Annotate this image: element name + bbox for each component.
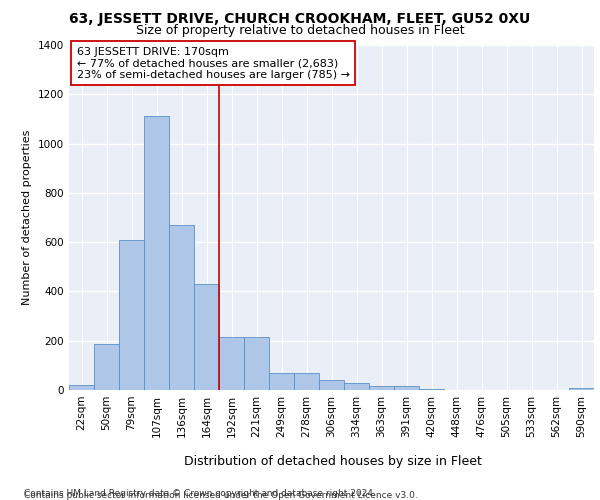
Bar (119, 240, 144, 390)
Bar (269, 373, 294, 390)
Bar (394, 386, 419, 390)
Bar (244, 337, 269, 390)
Bar (94, 344, 119, 390)
Bar (369, 386, 394, 390)
Text: 63 JESSETT DRIVE: 170sqm
← 77% of detached houses are smaller (2,683)
23% of sem: 63 JESSETT DRIVE: 170sqm ← 77% of detach… (77, 46, 350, 80)
Bar (419, 389, 444, 390)
Y-axis label: Number of detached properties: Number of detached properties (22, 130, 32, 305)
Bar (194, 284, 219, 390)
Bar (294, 373, 319, 390)
Bar (569, 388, 594, 390)
Text: Size of property relative to detached houses in Fleet: Size of property relative to detached ho… (136, 24, 464, 37)
Text: 63, JESSETT DRIVE, CHURCH CROOKHAM, FLEET, GU52 0XU: 63, JESSETT DRIVE, CHURCH CROOKHAM, FLEE… (70, 12, 530, 26)
Bar (69, 385, 94, 390)
Text: Distribution of detached houses by size in Fleet: Distribution of detached houses by size … (184, 454, 482, 468)
Bar (344, 382, 369, 390)
Bar (144, 116, 169, 390)
Bar (169, 225, 194, 390)
Text: Contains HM Land Registry data © Crown copyright and database right 2024.: Contains HM Land Registry data © Crown c… (24, 488, 376, 498)
Bar (219, 337, 244, 390)
Bar (319, 380, 344, 390)
Text: Contains public sector information licensed under the Open Government Licence v3: Contains public sector information licen… (24, 491, 418, 500)
